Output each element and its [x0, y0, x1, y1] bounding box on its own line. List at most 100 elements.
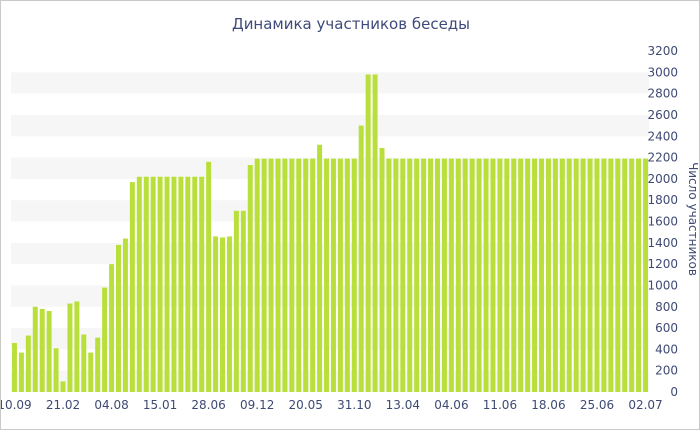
- bar: [421, 158, 427, 392]
- bar: [115, 244, 121, 392]
- bar: [296, 158, 302, 392]
- grid-band: [11, 114, 649, 137]
- y-axis-label: Число участников: [686, 162, 699, 276]
- bar: [490, 158, 496, 392]
- bar: [67, 303, 73, 392]
- bar: [580, 158, 586, 392]
- bar: [622, 158, 628, 392]
- bar: [25, 335, 31, 392]
- x-tick-label: 04.06: [434, 398, 468, 412]
- bar: [303, 158, 309, 392]
- bar: [344, 158, 350, 392]
- bar: [81, 334, 87, 392]
- bar: [545, 158, 551, 392]
- x-tick-label: 21.02: [46, 398, 80, 412]
- bar: [199, 176, 205, 392]
- bar: [559, 158, 565, 392]
- bar: [226, 236, 232, 392]
- bar: [282, 158, 288, 392]
- bar: [185, 176, 191, 392]
- bar: [434, 158, 440, 392]
- bar: [254, 158, 260, 392]
- bar: [32, 306, 38, 392]
- bar: [39, 308, 45, 392]
- x-tick-label: 25.06: [580, 398, 614, 412]
- y-axis-ticks: 0 200 400 600 800 1000 1200 1400 1600 1800 2000 220…: [647, 44, 678, 399]
- y-tick-label: 400: [655, 342, 678, 356]
- bar: [102, 287, 108, 392]
- x-tick-label: 28.06: [191, 398, 225, 412]
- bar: [476, 158, 482, 392]
- grid-band: [11, 72, 649, 94]
- chart-title: Динамика участников беседы: [232, 15, 470, 33]
- x-tick-label: 18.06: [531, 398, 565, 412]
- bar: [178, 176, 184, 392]
- bar: [379, 147, 385, 392]
- bar: [504, 158, 510, 392]
- bar: [18, 352, 24, 392]
- bar: [11, 342, 17, 392]
- bar-series: [11, 74, 649, 393]
- bar: [448, 158, 454, 392]
- bar: [539, 158, 544, 392]
- bar: [428, 158, 434, 392]
- bar: [240, 210, 246, 392]
- x-tick-label: 13.04: [386, 398, 420, 412]
- x-tick-label: 10.09: [1, 398, 32, 412]
- bar: [109, 264, 115, 393]
- y-tick-label: 2600: [647, 108, 678, 122]
- bar: [552, 158, 558, 392]
- y-tick-label: 1800: [647, 193, 678, 207]
- bar: [157, 176, 163, 392]
- bar: [206, 161, 212, 392]
- bar: [268, 158, 274, 392]
- y-tick-label: 200: [655, 364, 678, 378]
- bar: [171, 176, 177, 392]
- bar: [337, 158, 343, 392]
- bar: [247, 165, 253, 392]
- bar: [261, 158, 267, 392]
- bar: [275, 158, 281, 392]
- bar: [351, 158, 357, 392]
- y-tick-label: 1200: [647, 257, 678, 271]
- bar: [566, 158, 572, 392]
- bar: [462, 158, 468, 392]
- bar: [358, 125, 364, 392]
- bar: [615, 158, 621, 392]
- x-axis-ticks: 10.09 21.02 04.08 15.01 28.06 09.12 20.05 31.10…: [1, 398, 663, 412]
- bar: [629, 158, 635, 392]
- x-tick-label: 31.10: [337, 398, 371, 412]
- y-tick-label: 2000: [647, 172, 678, 186]
- y-tick-label: 800: [655, 300, 678, 314]
- bar: [220, 237, 225, 392]
- grid-band: [11, 200, 649, 222]
- bar: [365, 74, 371, 392]
- y-tick-label: 2800: [647, 87, 678, 101]
- bar: [594, 158, 600, 392]
- bar: [393, 158, 399, 392]
- bar: [414, 158, 420, 392]
- bar: [88, 352, 94, 392]
- bar: [143, 176, 149, 392]
- x-tick-label: 09.12: [240, 398, 274, 412]
- y-tick-label: 2400: [647, 129, 678, 143]
- bar: [150, 176, 156, 392]
- y-tick-label: 3200: [647, 44, 678, 58]
- bar: [608, 158, 614, 392]
- bar: [497, 158, 503, 392]
- bar: [518, 158, 524, 392]
- x-tick-label: 04.08: [94, 398, 128, 412]
- bar: [95, 337, 101, 392]
- x-tick-label: 02.07: [628, 398, 662, 412]
- bar: [636, 158, 642, 392]
- bar: [46, 311, 52, 392]
- bar: [192, 176, 198, 392]
- bar: [60, 381, 66, 392]
- bar: [372, 74, 378, 392]
- bar: [310, 158, 316, 392]
- bar: [643, 158, 649, 392]
- y-tick-label: 1400: [647, 236, 678, 250]
- bar: [74, 301, 80, 392]
